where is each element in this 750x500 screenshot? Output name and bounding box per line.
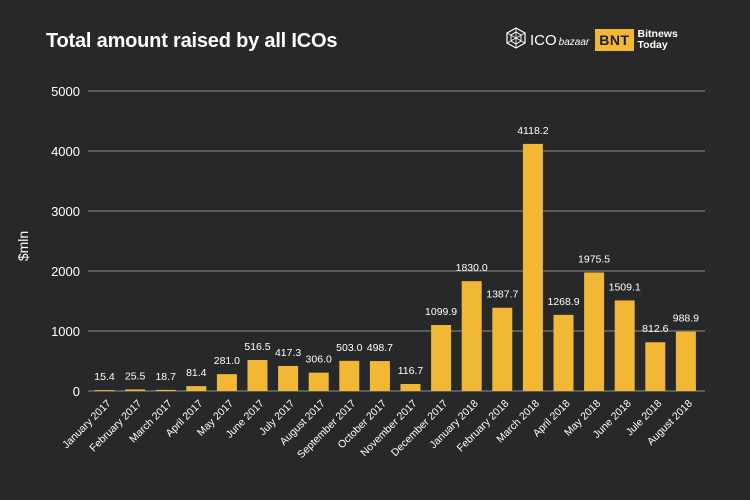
data-label: 812.6 — [642, 323, 668, 335]
ico-logo-subtext: bazaar — [558, 36, 590, 48]
data-label: 1099.9 — [425, 306, 457, 318]
data-label: 1975.5 — [578, 253, 610, 265]
bar — [645, 342, 666, 391]
bar — [522, 143, 543, 391]
bar — [675, 331, 696, 391]
data-label: 25.5 — [125, 370, 146, 382]
data-label: 417.3 — [275, 347, 301, 359]
logos: ICO bazaar BNT Bitnews Today — [505, 26, 678, 54]
y-tick-label: 5000 — [51, 84, 80, 99]
bar — [339, 360, 360, 391]
bar — [369, 361, 390, 391]
y-axis-label: $mln — [15, 231, 31, 261]
bar — [125, 389, 146, 391]
y-tick-label: 0 — [73, 384, 80, 399]
bar — [155, 389, 176, 391]
data-label: 1268.9 — [547, 296, 579, 308]
data-label: 498.7 — [367, 342, 393, 354]
bnt-logo-text: Bitnews Today — [638, 29, 678, 51]
bnt-logo-line2: Today — [637, 39, 668, 51]
data-label: 1830.0 — [456, 262, 488, 274]
bar — [614, 300, 635, 391]
bnt-logo-line1: Bitnews — [637, 28, 678, 40]
data-label: 516.5 — [244, 341, 270, 353]
y-tick-label: 1000 — [51, 324, 80, 339]
bars — [94, 143, 696, 391]
bar — [278, 365, 299, 391]
bar — [584, 272, 605, 391]
bar — [94, 390, 115, 391]
bar — [553, 314, 574, 391]
bnt-logo-box: BNT — [595, 29, 634, 51]
y-tick-label: 3000 — [51, 204, 80, 219]
data-label: 15.4 — [94, 371, 115, 383]
bar — [461, 281, 482, 391]
y-tick-label: 4000 — [51, 144, 80, 159]
bar — [492, 307, 513, 391]
data-label: 281.0 — [214, 355, 240, 367]
data-label: 81.4 — [186, 367, 207, 379]
data-label: 18.7 — [155, 371, 176, 383]
data-label: 503.0 — [336, 342, 362, 354]
bar — [400, 383, 421, 391]
data-label: 4118.2 — [517, 125, 548, 137]
data-label: 116.7 — [398, 365, 424, 377]
y-tick-label: 2000 — [51, 264, 80, 279]
data-label: 988.9 — [673, 313, 699, 325]
bar — [431, 325, 452, 391]
bar — [186, 386, 207, 391]
ico-logo-text: ICO — [530, 31, 557, 49]
bar — [216, 374, 237, 391]
data-labels: 15.4 25.5 18.7 81.4 281.0 516.5 417.3 306.0 503.… — [94, 125, 699, 383]
data-label: 1509.1 — [609, 281, 641, 293]
bar — [247, 360, 268, 391]
chart-title: Total amount raised by all ICOs — [46, 30, 338, 52]
data-label: 1387.7 — [486, 289, 518, 301]
ico-bazaar-logo-icon — [505, 26, 527, 54]
data-label: 306.0 — [306, 354, 332, 366]
bar — [308, 372, 329, 391]
